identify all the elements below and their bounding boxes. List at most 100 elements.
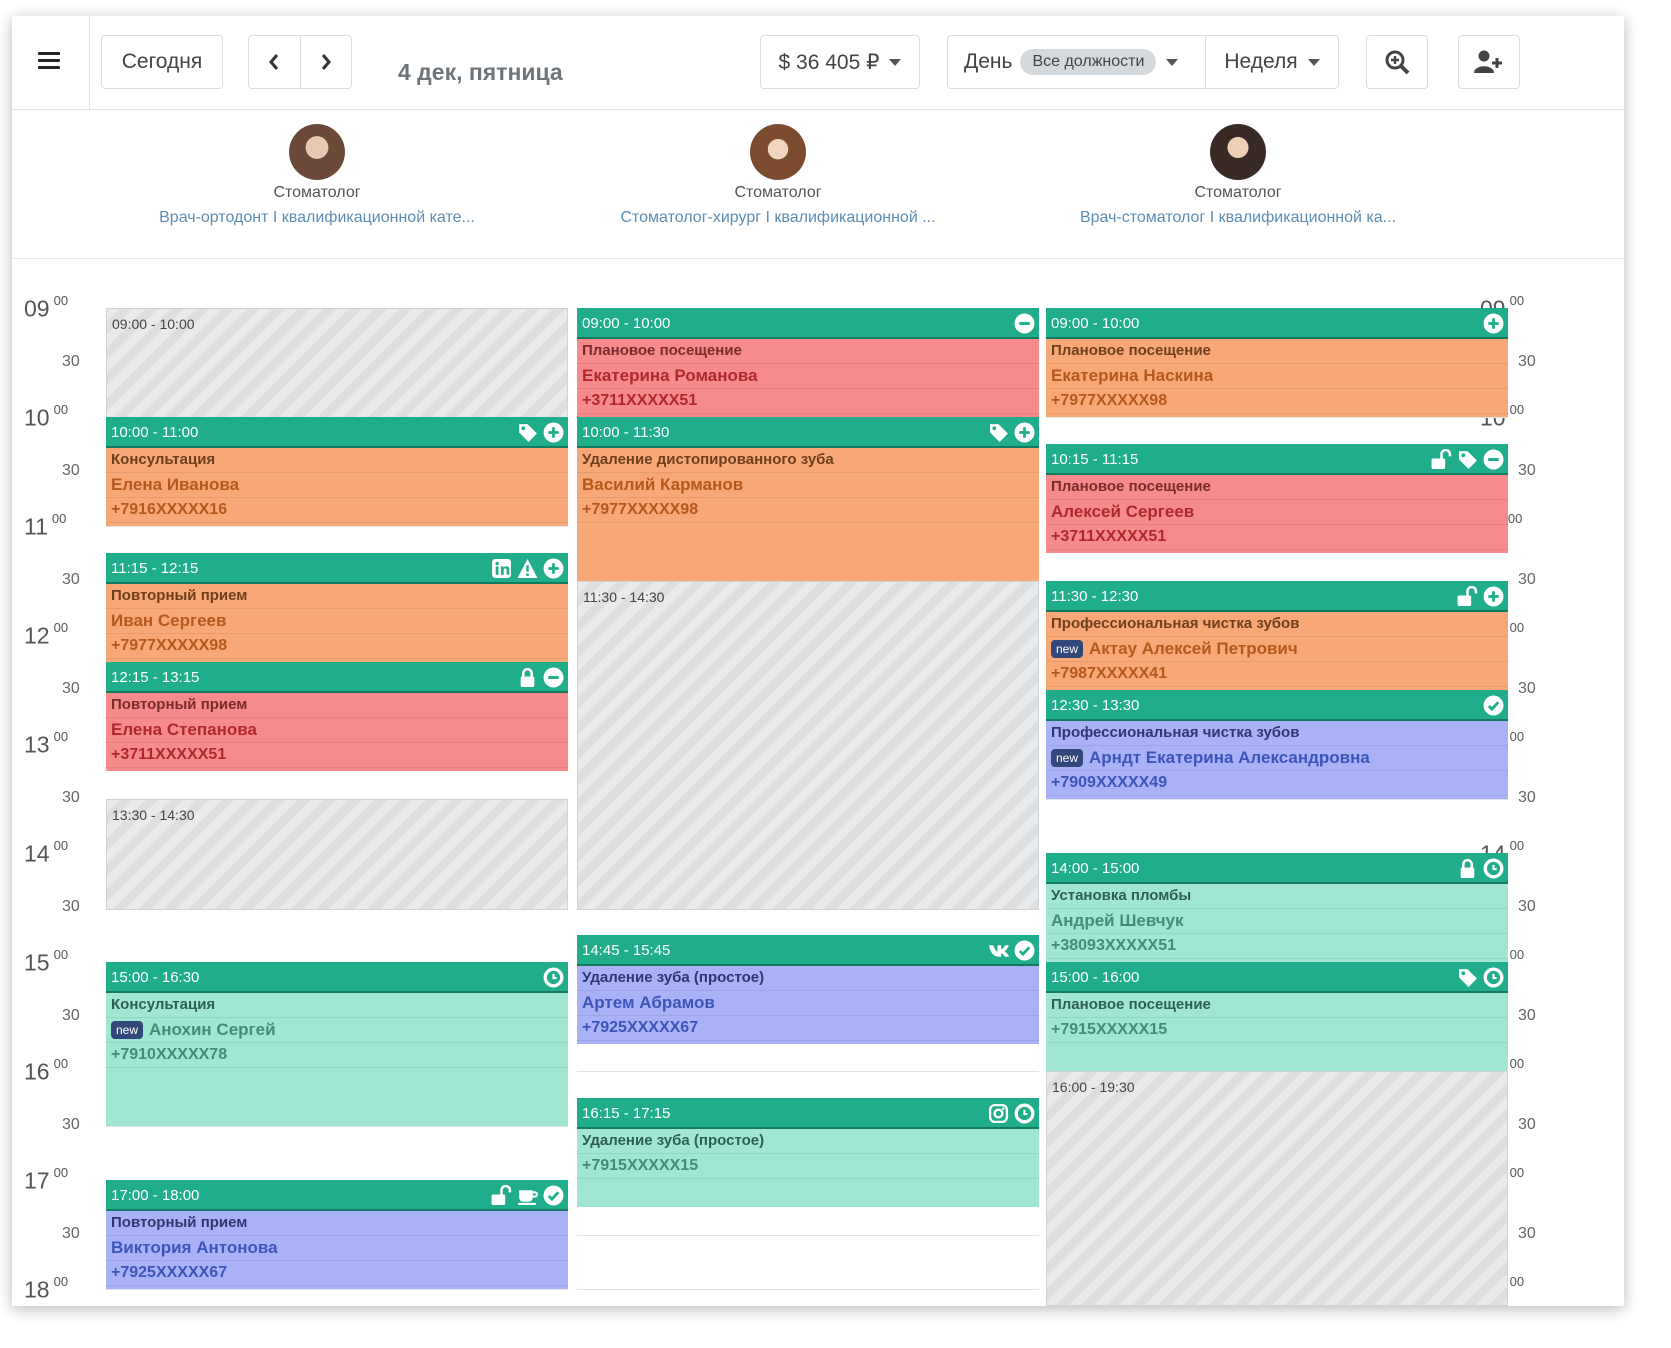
search-button[interactable] bbox=[1366, 35, 1428, 89]
appointment-icons bbox=[491, 1185, 564, 1206]
appointment-card[interactable]: 11:30 - 12:30 Профессиональная чистка зуб… bbox=[1046, 580, 1508, 690]
prev-day-button[interactable] bbox=[249, 36, 301, 88]
plus-circle-icon[interactable] bbox=[543, 558, 564, 579]
add-staff-button[interactable] bbox=[1458, 35, 1520, 89]
minutes-value: 00 bbox=[1509, 1274, 1525, 1289]
appointment-time: 12:15 - 13:15 bbox=[111, 669, 200, 687]
appointment-card[interactable]: 16:15 - 17:15 Удаление зуба (простое) +791… bbox=[577, 1098, 1039, 1208]
staff-column-1[interactable]: Стоматолог Врач-ортодонт I квалификацион… bbox=[97, 110, 537, 227]
plus-circle-icon[interactable] bbox=[543, 422, 564, 443]
appointment-icons bbox=[1014, 313, 1035, 334]
next-day-button[interactable] bbox=[301, 36, 352, 88]
clock-icon[interactable] bbox=[1483, 858, 1504, 879]
week-view-dropdown[interactable]: Неделя bbox=[1206, 36, 1338, 88]
minus-circle-icon[interactable] bbox=[543, 667, 564, 688]
free-slot[interactable]: 13:30 - 14:30 bbox=[106, 798, 568, 910]
instagram-icon[interactable] bbox=[988, 1103, 1009, 1124]
plus-circle-icon[interactable] bbox=[1483, 586, 1504, 607]
appointment-card[interactable]: 09:00 - 10:00 Плановое посещение Екатерина… bbox=[577, 308, 1039, 417]
today-button[interactable]: Сегодня bbox=[101, 35, 223, 89]
appointment-icons bbox=[517, 422, 564, 443]
menu-cell bbox=[12, 16, 90, 109]
tag-icon[interactable] bbox=[988, 422, 1009, 443]
plus-circle-icon[interactable] bbox=[1014, 422, 1035, 443]
appointment-header: 09:00 - 10:00 bbox=[1046, 308, 1508, 339]
check-circle-icon[interactable] bbox=[543, 1185, 564, 1206]
appointment-client: Елена Степанова bbox=[106, 718, 568, 744]
linkedin-icon[interactable] bbox=[491, 558, 512, 579]
appointment-time: 11:15 - 12:15 bbox=[111, 560, 199, 578]
client-name: Андрей Шевчук bbox=[1051, 911, 1184, 930]
time-label-half: 30 bbox=[1518, 680, 1536, 697]
minutes-value: 00 bbox=[1507, 511, 1523, 526]
lock-icon[interactable] bbox=[517, 667, 538, 688]
free-slot[interactable]: 11:30 - 14:30 bbox=[577, 580, 1039, 910]
time-label-half: 30 bbox=[1518, 1116, 1536, 1133]
revenue-dropdown[interactable]: $ 36 405 ₽ bbox=[760, 35, 920, 89]
appointment-client: Андрей Шевчук bbox=[1046, 909, 1508, 934]
appointment-time: 10:15 - 11:15 bbox=[1051, 451, 1139, 469]
appointment-card[interactable]: 10:00 - 11:30 Удаление дистопированного з… bbox=[577, 417, 1039, 581]
minus-circle-icon[interactable] bbox=[1014, 313, 1035, 334]
appointment-card[interactable]: 14:45 - 15:45 Удаление зуба (простое) Арте… bbox=[577, 934, 1039, 1044]
day-view-dropdown[interactable]: День Все должности bbox=[948, 36, 1206, 88]
appointment-card[interactable]: 11:15 - 12:15 Повторный прием Иван Сергеев… bbox=[106, 553, 568, 663]
tag-icon[interactable] bbox=[1457, 967, 1478, 988]
check-circle-icon[interactable] bbox=[1014, 940, 1035, 961]
appointment-card[interactable]: 10:15 - 11:15 Плановое посещение Алексей С… bbox=[1046, 444, 1508, 554]
tag-icon[interactable] bbox=[517, 422, 538, 443]
staff-description: Стоматолог-хирург I квалификационной ... bbox=[620, 209, 936, 226]
unlock-icon[interactable] bbox=[1457, 585, 1478, 607]
appointment-service: Консультация bbox=[106, 448, 568, 473]
coffee-icon[interactable] bbox=[517, 1185, 538, 1206]
appointment-body: Консультация Елена Иванова +7916XXXXX16 bbox=[106, 448, 568, 523]
staff-column-3[interactable]: Стоматолог Врач-стоматолог I квалификаци… bbox=[1018, 110, 1458, 227]
clock-icon[interactable] bbox=[543, 967, 564, 988]
appointment-service: Установка пломбы bbox=[1046, 884, 1508, 909]
appointment-card[interactable]: 14:00 - 15:00 Установка пломбы Андрей Шевч… bbox=[1046, 853, 1508, 962]
hamburger-menu-icon[interactable] bbox=[38, 52, 60, 73]
user-plus-icon bbox=[1474, 50, 1502, 73]
minutes-value: 00 bbox=[53, 402, 69, 417]
free-slot-time: 13:30 - 14:30 bbox=[112, 806, 195, 823]
minutes-value: 00 bbox=[1509, 402, 1525, 417]
clock-icon[interactable] bbox=[1483, 967, 1504, 988]
appointment-client: Виктория Антонова bbox=[106, 1236, 568, 1261]
appointment-card[interactable]: 15:00 - 16:30 Консультация new Анохин Серге… bbox=[106, 962, 568, 1126]
vk-icon[interactable] bbox=[988, 940, 1009, 961]
appointment-card[interactable]: 17:00 - 18:00 Повторный прием Виктория Ант… bbox=[106, 1180, 568, 1289]
minus-circle-icon[interactable] bbox=[1483, 449, 1504, 470]
appointment-client: new Арндт Екатерина Александровна bbox=[1046, 746, 1508, 771]
appointment-client: Екатерина Романова bbox=[577, 364, 1039, 389]
appointment-card[interactable]: 12:15 - 13:15 Повторный прием Елена Степан… bbox=[106, 662, 568, 772]
unlock-icon[interactable] bbox=[491, 1185, 512, 1206]
client-name: Алексей Сергеев bbox=[1051, 502, 1195, 522]
staff-column-2[interactable]: Стоматолог Стоматолог-хирург I квалифика… bbox=[558, 110, 998, 227]
staff-role: Стоматолог bbox=[1194, 184, 1282, 201]
time-label-half: 30 bbox=[62, 353, 80, 370]
plus-circle-icon[interactable] bbox=[1483, 313, 1504, 334]
hour-value: 15 bbox=[24, 949, 50, 976]
new-client-badge: new bbox=[111, 1021, 144, 1039]
time-label-half: 30 bbox=[62, 898, 80, 915]
check-circle-icon[interactable] bbox=[1483, 695, 1504, 716]
free-slot[interactable]: 16:00 - 19:30 bbox=[1046, 1071, 1508, 1306]
appointment-body: Профессиональная чистка зубов new Актау Ал… bbox=[1046, 612, 1508, 687]
free-slot[interactable]: 09:00 - 10:00 bbox=[106, 308, 568, 419]
avatar bbox=[289, 124, 345, 180]
time-label-half: 30 bbox=[1518, 353, 1536, 370]
warning-icon[interactable] bbox=[517, 558, 538, 579]
appointment-card[interactable]: 10:00 - 11:00 Консультация Елена Иванова +7… bbox=[106, 417, 568, 526]
tag-icon[interactable] bbox=[1457, 449, 1478, 470]
appointment-card[interactable]: 09:00 - 10:00 Плановое посещение Екатерина… bbox=[1046, 308, 1508, 417]
appointment-card[interactable]: 15:00 - 16:00 Плановое посещение +7915XXXX… bbox=[1046, 962, 1508, 1071]
positions-filter-badge[interactable]: Все должности bbox=[1020, 49, 1157, 75]
appointment-card[interactable]: 12:30 - 13:30 Профессиональная чистка зуб… bbox=[1046, 689, 1508, 799]
lock-icon[interactable] bbox=[1457, 858, 1478, 879]
appointment-time: 16:15 - 17:15 bbox=[582, 1105, 671, 1123]
unlock-icon[interactable] bbox=[1431, 449, 1452, 470]
clock-icon[interactable] bbox=[1014, 1103, 1035, 1124]
